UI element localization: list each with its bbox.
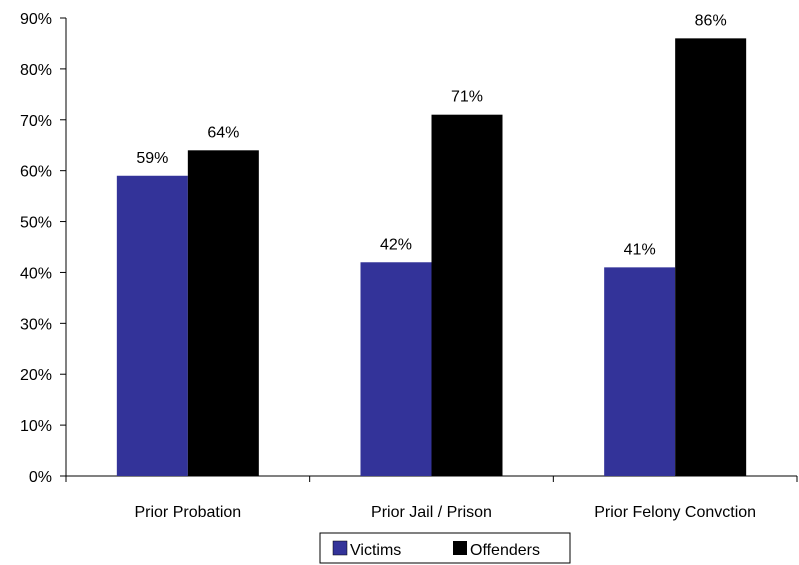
x-tick-label: Prior Felony Convction <box>594 504 756 521</box>
y-tick-label: 10% <box>20 418 52 435</box>
y-tick-label: 50% <box>20 215 52 232</box>
y-tick-label: 80% <box>20 62 52 79</box>
y-tick-label: 40% <box>20 265 52 282</box>
legend: Victims Offenders <box>319 532 571 564</box>
data-labels-group: 59% 64% 42% 71% 41% 86% <box>136 12 726 258</box>
y-tick-label: 30% <box>20 316 52 333</box>
bar-victims-2 <box>360 262 432 476</box>
y-tick-label: 0% <box>29 469 52 486</box>
bars-group <box>116 38 747 477</box>
data-label-offenders-3: 86% <box>695 12 727 29</box>
bar-victims-1 <box>116 175 188 476</box>
y-tick-label: 90% <box>20 11 52 28</box>
y-tick-label: 70% <box>20 113 52 130</box>
data-label-offenders-1: 64% <box>207 124 239 141</box>
bar-offenders-1 <box>187 150 259 477</box>
data-label-victims-2: 42% <box>380 236 412 253</box>
x-tick-label: Prior Probation <box>134 504 241 521</box>
data-label-victims-1: 59% <box>136 150 168 167</box>
legend-label-offenders: Offenders <box>470 542 540 559</box>
legend-swatch-victims <box>332 540 348 556</box>
data-label-victims-3: 41% <box>624 241 656 258</box>
data-label-offenders-2: 71% <box>451 89 483 106</box>
x-axis: Prior Probation Prior Jail / Prison Prior … <box>65 475 798 521</box>
bar-offenders-3 <box>675 38 747 476</box>
legend-box <box>319 532 571 564</box>
x-tick-label: Prior Jail / Prison <box>371 504 492 521</box>
legend-label-victims: Victims <box>350 542 401 559</box>
y-axis: 0% 10% 20% 30% 40% 50% 60% 70% 80% 90% <box>20 11 67 486</box>
legend-swatch-offenders <box>453 541 467 555</box>
y-tick-label: 60% <box>20 164 52 181</box>
bar-offenders-2 <box>431 114 503 476</box>
y-tick-label: 20% <box>20 367 52 384</box>
bar-victims-3 <box>604 267 676 476</box>
